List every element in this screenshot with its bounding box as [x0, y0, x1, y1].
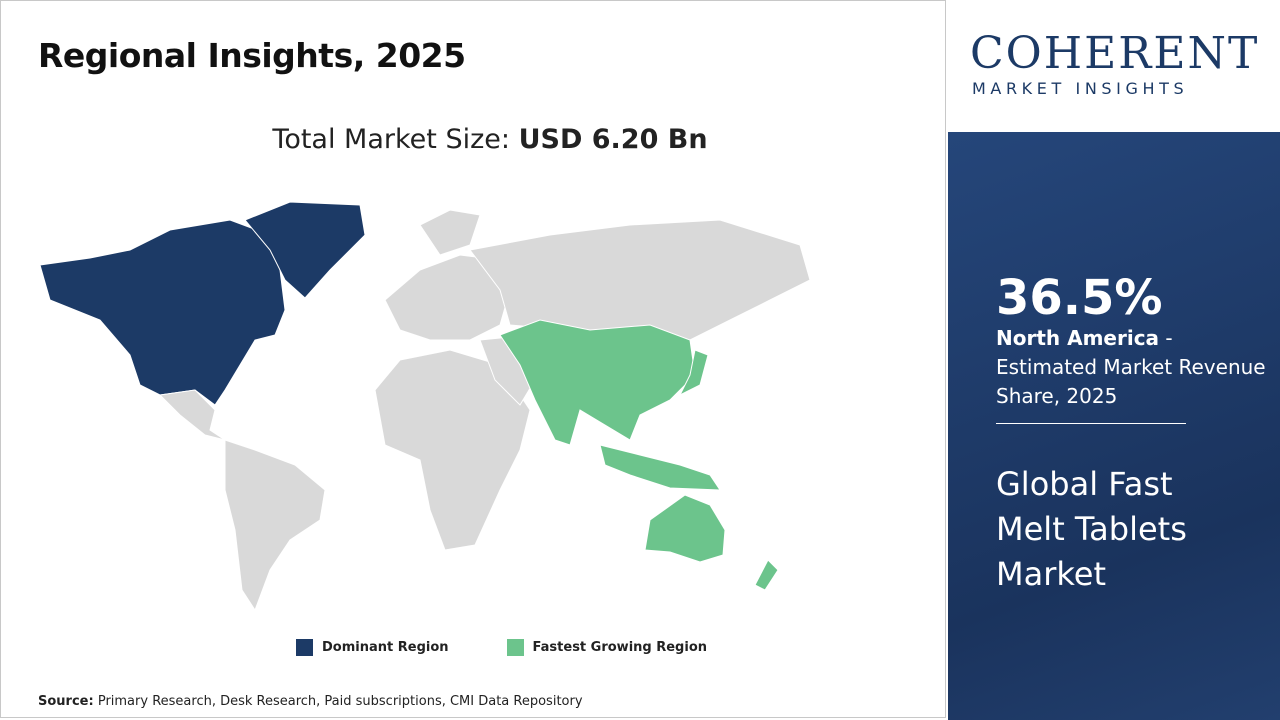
- source: Source: Primary Research, Desk Research,…: [38, 694, 583, 709]
- logo-name: COHERENT: [970, 28, 1260, 79]
- africa: [374, 349, 531, 551]
- japan: [678, 349, 709, 397]
- market-size: Total Market Size: USD 6.20 Bn: [0, 124, 980, 155]
- central-america: [158, 389, 226, 441]
- highlight-description: North America - Estimated Market Revenue…: [996, 324, 1271, 411]
- world-map: [39, 201, 811, 612]
- asia-pacific: [499, 319, 696, 446]
- south-america: [224, 439, 326, 612]
- north-america: [39, 219, 286, 406]
- divider: [996, 423, 1186, 424]
- title: Regional Insights, 2025: [38, 36, 466, 75]
- map-panel: [0, 0, 946, 718]
- legend-label: Fastest Growing Region: [532, 640, 708, 655]
- legend: Dominant Region Fastest Growing Region: [296, 639, 707, 656]
- source-text: Primary Research, Desk Research, Paid su…: [97, 694, 583, 709]
- highlight-value: 36.5%: [996, 270, 1163, 326]
- market-name: Global Fast Melt Tablets Market: [996, 465, 1187, 593]
- legend-label: Dominant Region: [322, 640, 449, 655]
- greenland: [244, 201, 366, 299]
- highlight-text: - Estimated Market Revenue Share, 2025: [996, 326, 1266, 408]
- southeast-asia: [599, 444, 721, 491]
- new-zealand: [754, 559, 779, 591]
- legend-swatch: [296, 639, 313, 656]
- legend-swatch: [506, 639, 524, 656]
- logo-tagline: MARKET INSIGHTS: [972, 79, 1189, 98]
- highlight-panel: 36.5% North America - Estimated Market R…: [948, 132, 1280, 720]
- market-size-label: Total Market Size:: [272, 124, 510, 155]
- legend-item: Dominant Region: [296, 639, 449, 656]
- market-size-value: USD 6.20 Bn: [518, 124, 708, 155]
- australia: [644, 494, 726, 563]
- source-label: Source:: [38, 694, 94, 709]
- russia: [469, 219, 811, 341]
- logo: COHERENT MARKET INSIGHTS: [948, 0, 1280, 132]
- highlight-region: North America: [996, 326, 1160, 350]
- legend-item: Fastest Growing Region: [506, 639, 708, 656]
- scandinavia: [419, 209, 481, 256]
